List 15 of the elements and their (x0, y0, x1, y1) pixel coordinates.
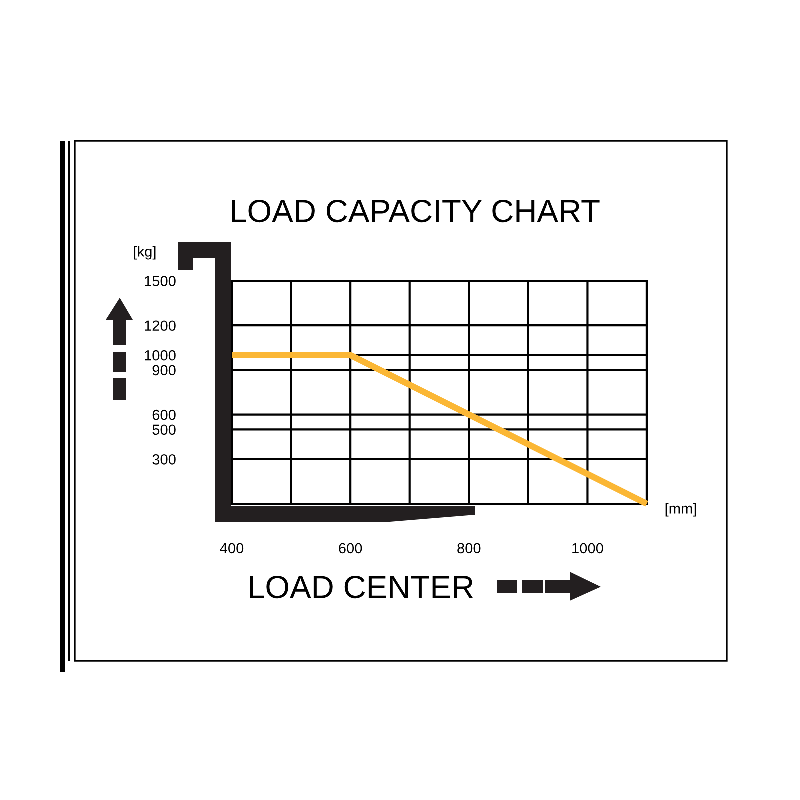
x-axis-title: LOAD CENTER (250, 576, 474, 599)
x-tick-label: 600 (339, 543, 362, 554)
y-tick-label: 900 (152, 365, 176, 376)
y-tick-label: 1500 (145, 276, 176, 286)
text: [mm] (666, 503, 696, 517)
x-tick-label: 800 (458, 543, 481, 554)
y-tick-label: 1200 (145, 320, 176, 332)
y-axis-title: [kg] (134, 246, 156, 260)
y-tick-label: 1000 (145, 350, 176, 361)
y-tick-label: 500 (152, 424, 176, 436)
x-tick-label: 400 (220, 543, 244, 554)
chart-title: LOAD CAPACITY CHART (232, 200, 600, 223)
x-tick-label: 1000 (572, 543, 604, 554)
y-tick-label: 600 (152, 410, 176, 420)
y-tick-label: 300 (152, 454, 176, 465)
